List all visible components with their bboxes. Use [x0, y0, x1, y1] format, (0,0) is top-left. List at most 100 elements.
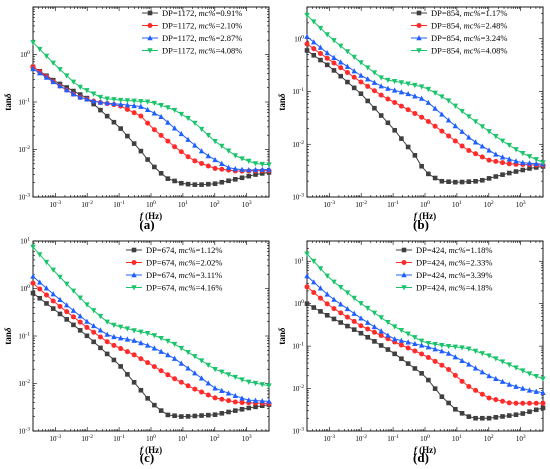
- data-point: [412, 82, 418, 89]
- data-point: [151, 345, 158, 351]
- data-point: [520, 159, 526, 165]
- data-point: [480, 177, 485, 183]
- legend-entry: DP=674, mc%=2.02%: [146, 258, 222, 268]
- data-point: [97, 99, 104, 105]
- data-point: [520, 167, 526, 173]
- data-point: [37, 295, 43, 301]
- data-point: [358, 330, 364, 336]
- data-point: [71, 88, 76, 94]
- data-point: [90, 98, 97, 104]
- data-point: [232, 374, 238, 381]
- data-point: [311, 258, 317, 265]
- data-point: [426, 377, 431, 383]
- data-point: [486, 395, 492, 401]
- data-point: [506, 161, 512, 167]
- legend-entry: DP=1172, mc%=4.08%: [162, 46, 242, 56]
- data-point: [158, 408, 164, 413]
- legend: DP=854, mc%=1.17% DP=854, mc%=2.48% DP=854…: [411, 8, 507, 56]
- data-point: [345, 79, 350, 85]
- data-point: [64, 309, 70, 315]
- data-point: [144, 106, 151, 113]
- x-tick-label: 101: [452, 200, 462, 209]
- series-line: [32, 42, 270, 166]
- data-point: [98, 345, 103, 351]
- legend-marker: [416, 23, 422, 28]
- legend-entry: DP=854, mc%=3.24%: [431, 33, 507, 43]
- data-point: [520, 411, 526, 416]
- data-point: [526, 387, 533, 393]
- data-point: [493, 356, 499, 362]
- data-point: [205, 392, 211, 398]
- data-point: [158, 132, 164, 138]
- series-1: [304, 301, 546, 421]
- data-point: [178, 130, 185, 137]
- data-point: [412, 348, 418, 354]
- legend-marker: [416, 10, 422, 16]
- data-point: [371, 88, 377, 94]
- data-point: [513, 412, 519, 418]
- data-point: [385, 347, 391, 352]
- data-point: [513, 158, 519, 164]
- series-4: [304, 251, 546, 382]
- data-point: [351, 74, 357, 80]
- series-3: [30, 65, 272, 173]
- data-point: [526, 371, 533, 377]
- data-point: [212, 366, 218, 373]
- data-point: [378, 343, 384, 348]
- data-point: [331, 54, 337, 61]
- legend-marker: [416, 48, 422, 54]
- data-point: [30, 40, 36, 46]
- data-point: [124, 349, 130, 355]
- data-point: [318, 57, 323, 63]
- data-point: [118, 126, 123, 131]
- data-point: [344, 290, 351, 296]
- data-point: [486, 415, 492, 421]
- data-point: [43, 53, 50, 59]
- data-point: [246, 173, 252, 179]
- data-point: [198, 358, 205, 364]
- data-point: [90, 308, 97, 314]
- data-point: [351, 295, 357, 301]
- data-point: [104, 351, 110, 357]
- data-point: [425, 86, 432, 93]
- data-point: [219, 387, 225, 394]
- data-point: [425, 340, 432, 347]
- data-point: [111, 119, 117, 125]
- data-point: [466, 134, 472, 140]
- data-point: [351, 68, 357, 74]
- data-point: [499, 378, 506, 384]
- panel-label: (d): [413, 450, 429, 465]
- data-point: [198, 148, 205, 154]
- x-tick-label: 10-1: [113, 434, 125, 443]
- data-point: [412, 366, 418, 371]
- data-point: [77, 94, 83, 100]
- data-point: [226, 398, 232, 404]
- data-point: [324, 291, 330, 297]
- data-point: [37, 46, 43, 53]
- data-point: [351, 85, 357, 91]
- data-point: [226, 178, 231, 184]
- data-point: [473, 151, 479, 157]
- data-point: [43, 292, 49, 298]
- data-point: [192, 413, 198, 419]
- data-point: [151, 333, 158, 339]
- data-point: [43, 285, 50, 291]
- data-point: [364, 65, 371, 71]
- data-point: [232, 153, 238, 159]
- data-point: [252, 166, 259, 173]
- data-point: [111, 322, 117, 328]
- data-point: [111, 342, 117, 348]
- data-point: [104, 113, 110, 119]
- data-point: [364, 305, 371, 312]
- data-point: [338, 284, 344, 291]
- data-point: [158, 171, 164, 176]
- x-axis-label: f (Hz): [414, 445, 436, 455]
- data-point: [338, 320, 344, 325]
- data-point: [446, 366, 452, 372]
- data-point: [90, 91, 97, 97]
- data-point: [432, 175, 438, 181]
- data-point: [185, 115, 191, 122]
- legend-entry: DP=854, mc%=4.08%: [431, 46, 507, 56]
- x-tick-label: 100: [146, 434, 156, 443]
- data-point: [232, 166, 238, 172]
